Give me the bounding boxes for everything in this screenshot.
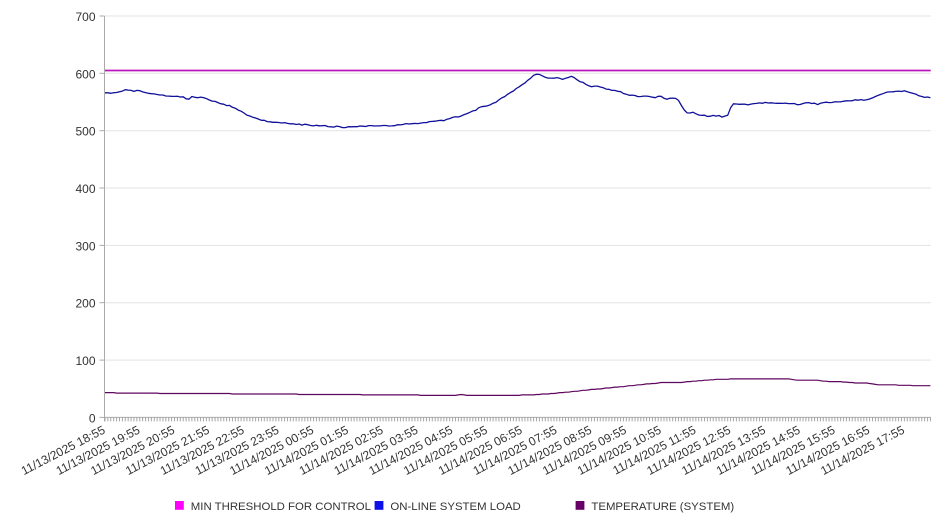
- svg-text:700: 700: [75, 10, 95, 24]
- svg-text:600: 600: [75, 67, 95, 81]
- svg-text:TEMPERATURE (SYSTEM): TEMPERATURE (SYSTEM): [591, 501, 734, 513]
- svg-text:0: 0: [89, 411, 96, 425]
- svg-text:500: 500: [75, 125, 95, 139]
- svg-text:100: 100: [75, 354, 95, 368]
- svg-text:ON-LINE SYSTEM LOAD: ON-LINE SYSTEM LOAD: [390, 501, 520, 513]
- svg-text:200: 200: [75, 297, 95, 311]
- svg-text:400: 400: [75, 182, 95, 196]
- svg-text:MIN THRESHOLD FOR CONTROL: MIN THRESHOLD FOR CONTROL: [191, 501, 371, 513]
- svg-text:300: 300: [75, 239, 95, 253]
